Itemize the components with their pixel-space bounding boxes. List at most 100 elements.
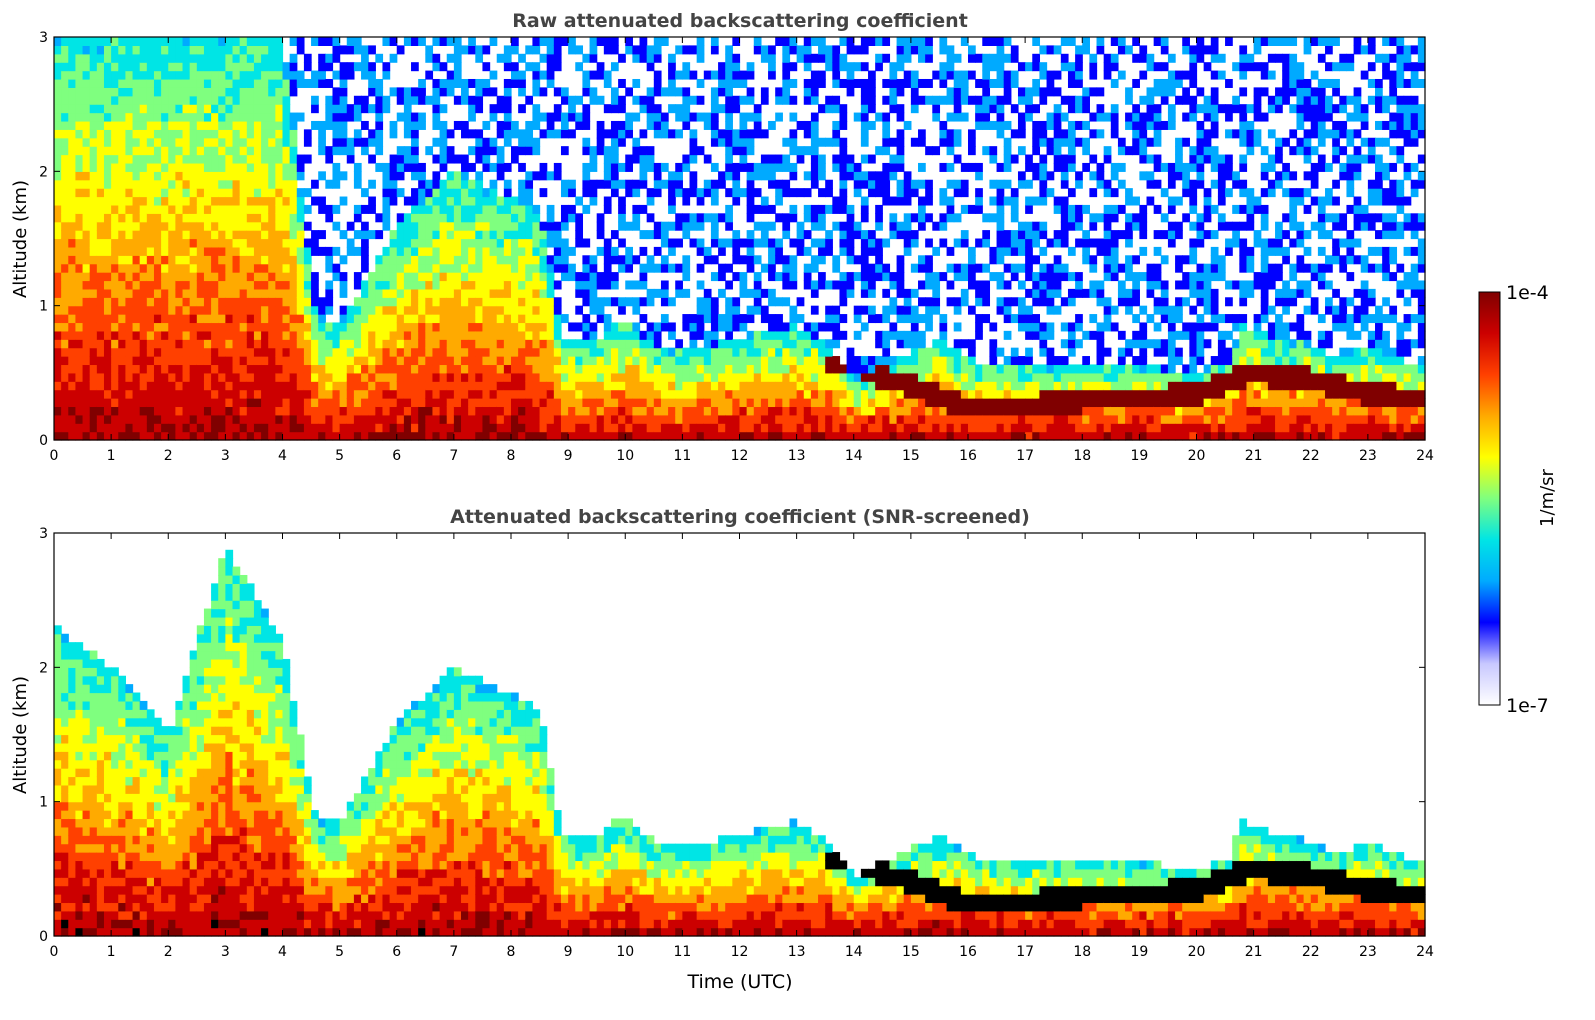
heatmap-cell (482, 347, 491, 357)
heatmap-cell (396, 288, 405, 298)
heatmap-cell (418, 288, 426, 298)
heatmap-cell (96, 398, 105, 408)
heatmap-cell (960, 364, 969, 374)
heatmap-cell (582, 280, 591, 290)
heatmap-cell (632, 398, 641, 408)
heatmap-cell (725, 188, 733, 198)
heatmap-cell (153, 339, 162, 349)
heatmap-cell (439, 330, 448, 340)
heatmap-cell (960, 398, 969, 408)
heatmap-cell (660, 423, 669, 433)
heatmap-cell (689, 398, 698, 408)
heatmap-cell (1010, 213, 1019, 223)
heatmap-cell (982, 414, 991, 424)
heatmap-cell (103, 78, 112, 88)
heatmap-cell (296, 398, 305, 408)
heatmap-cell (825, 339, 833, 349)
heatmap-cell (411, 330, 419, 340)
heatmap-cell (82, 78, 91, 88)
heatmap-cell (789, 414, 798, 424)
heatmap-cell (225, 179, 234, 189)
heatmap-cell (810, 381, 819, 391)
heatmap-cell (189, 188, 198, 198)
heatmap-cell (303, 406, 312, 416)
heatmap-cell (246, 137, 255, 147)
heatmap-cell (289, 221, 298, 231)
heatmap-cell (118, 78, 127, 88)
heatmap-cell (996, 78, 1005, 88)
heatmap-cell (1010, 154, 1019, 164)
heatmap-cell (632, 255, 641, 265)
heatmap-cell (968, 263, 976, 273)
heatmap-cell (332, 221, 341, 231)
heatmap-cell (825, 53, 833, 63)
heatmap-cell (732, 406, 741, 416)
heatmap-cell (96, 238, 105, 248)
heatmap-cell (582, 112, 591, 122)
heatmap-cell (275, 431, 284, 441)
heatmap-cell (575, 372, 584, 382)
heatmap-cell (339, 322, 348, 332)
heatmap-cell (910, 263, 919, 273)
heatmap-cell (918, 204, 926, 214)
heatmap-cell (189, 431, 198, 441)
heatmap-cell (475, 372, 484, 382)
heatmap-cell (610, 431, 619, 441)
heatmap-cell (239, 120, 248, 130)
heatmap-cell (189, 120, 198, 130)
heatmap-cell (746, 314, 755, 324)
heatmap-cell (211, 255, 219, 265)
heatmap-cell (903, 288, 912, 298)
heatmap-cell (332, 272, 341, 282)
heatmap-cell (96, 87, 105, 97)
heatmap-cell (446, 423, 455, 433)
heatmap-cell (975, 398, 983, 408)
heatmap-cell (960, 381, 969, 391)
heatmap-cell (939, 423, 948, 433)
heatmap-cell (960, 230, 969, 240)
heatmap-cell (475, 104, 484, 114)
heatmap-cell (261, 398, 269, 408)
heatmap-cell (168, 154, 176, 164)
heatmap-cell (275, 314, 284, 324)
heatmap-cell (489, 330, 498, 340)
heatmap-cell (68, 238, 77, 248)
heatmap-cell (253, 137, 262, 147)
heatmap-cell (568, 381, 576, 391)
heatmap-cell (868, 70, 876, 80)
heatmap-cell (996, 70, 1005, 80)
heatmap-cell (868, 37, 876, 46)
heatmap-cell (196, 356, 205, 366)
heatmap-cell (203, 154, 212, 164)
heatmap-cell (246, 330, 255, 340)
heatmap-cell (953, 213, 962, 223)
heatmap-cell (675, 112, 683, 122)
heatmap-cell (589, 406, 598, 416)
heatmap-cell (953, 389, 962, 399)
heatmap-cell (518, 305, 526, 315)
heatmap-cell (125, 37, 134, 46)
heatmap-cell (503, 95, 512, 105)
heatmap-cell (482, 406, 491, 416)
heatmap-cell (103, 356, 112, 366)
heatmap-cell (518, 196, 526, 206)
heatmap-cell (253, 62, 262, 72)
heatmap-cell (639, 179, 648, 189)
heatmap-cell (268, 238, 276, 248)
heatmap-cell (560, 431, 569, 441)
heatmap-cell (125, 314, 134, 324)
heatmap-cell (846, 414, 855, 424)
heatmap-cell (803, 45, 812, 55)
heatmap-cell (746, 347, 755, 357)
heatmap-cell (196, 120, 205, 130)
heatmap-cell (868, 381, 876, 391)
heatmap-cell (325, 330, 334, 340)
heatmap-cell (203, 112, 212, 122)
heatmap-cell (261, 171, 269, 181)
heatmap-cell (582, 238, 591, 248)
heatmap-cell (810, 305, 819, 315)
heatmap-cell (732, 53, 741, 63)
heatmap-cell (803, 423, 812, 433)
heatmap-cell (746, 339, 755, 349)
heatmap-cell (868, 246, 876, 256)
